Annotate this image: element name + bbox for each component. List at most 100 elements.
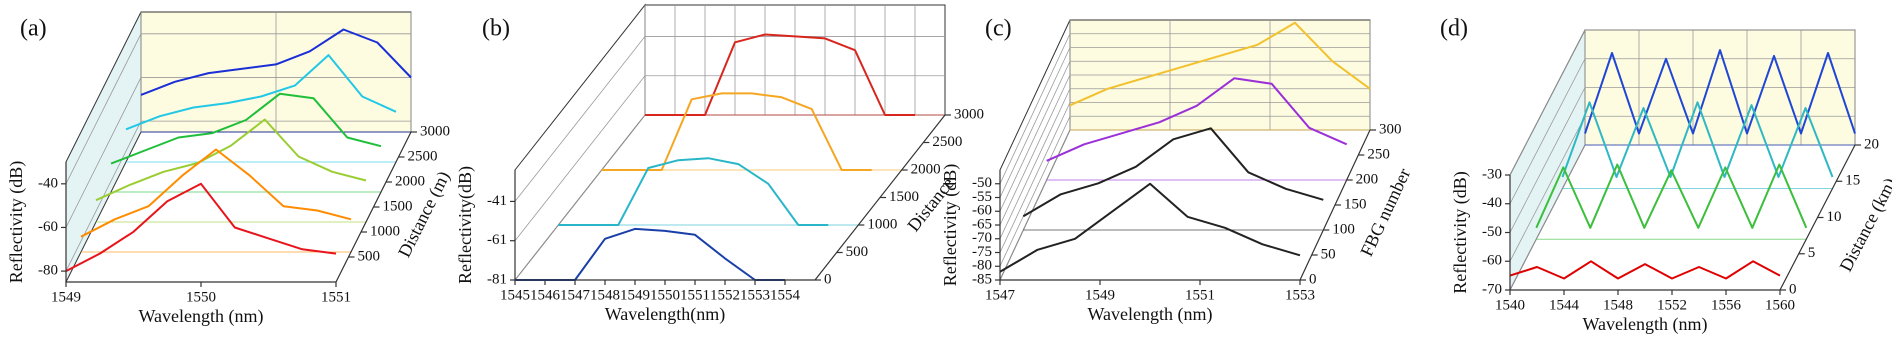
grid-line — [65, 77, 142, 228]
grid-line — [514, 114, 646, 281]
grid-line — [1509, 58, 1586, 204]
spectrum-line — [1022, 127, 1324, 218]
z-tick-label: 250 — [1367, 146, 1390, 162]
z-tick-label: 1500 — [383, 198, 413, 214]
spectrum-line — [110, 92, 382, 165]
y-tick-label: -75 — [972, 244, 992, 260]
z-tick-label: 1000 — [370, 223, 400, 239]
spectrum-line — [1535, 163, 1808, 229]
grid-line — [1509, 29, 1586, 176]
y-tick-label: -60 — [972, 203, 992, 219]
y-tick-label: -50 — [972, 175, 992, 191]
y-tick-label: -65 — [972, 216, 992, 232]
grid-line — [514, 75, 646, 241]
z-tick-label: 200 — [1356, 171, 1379, 187]
z-tick-label: 2500 — [408, 148, 438, 164]
grid-line — [1509, 116, 1586, 262]
z-tick-label: 2000 — [911, 161, 941, 177]
side-wall — [514, 3, 646, 282]
y-tick-label: -61 — [487, 232, 507, 248]
spectrum-line — [558, 157, 829, 226]
panel-letter: (c) — [985, 16, 1012, 42]
grid-line — [1509, 144, 1586, 291]
z-tick-label: 15 — [1845, 173, 1860, 189]
z-tick-label: 1000 — [867, 216, 897, 232]
axis-edge — [999, 129, 1371, 281]
spectrum-line — [95, 118, 367, 202]
spectrum-line — [515, 227, 785, 281]
z-tick-label: 50 — [1321, 246, 1336, 262]
z-tick-label: 300 — [1379, 121, 1402, 137]
spectrum-line — [999, 182, 1301, 273]
y-tick-label: -60 — [38, 219, 58, 235]
y-tick-label: -80 — [972, 258, 992, 274]
grid-line — [999, 74, 1071, 226]
x-tick-label: 1552 — [1657, 297, 1687, 313]
panel-letter: (d) — [1440, 16, 1468, 42]
grid-line — [999, 33, 1071, 184]
z-tick-label: 150 — [1344, 196, 1367, 212]
y-axis-label: Reflectivity (dB) — [940, 164, 961, 286]
x-tick-label: 1547 — [560, 287, 591, 303]
z-tick-label: 1500 — [889, 189, 919, 205]
panel: -80 -60 -40 1549 1550 1551 500 1000 1500 2000 2500… — [6, 11, 455, 327]
x-tick-label: 1549 — [51, 289, 81, 305]
y-axis-label: Reflectivity (dB) — [6, 161, 27, 283]
x-tick-label: 1549 — [620, 287, 650, 303]
x-axis-label: Wavelength (nm) — [138, 306, 263, 327]
x-tick-label: 1553 — [1285, 287, 1315, 303]
y-tick-label: -85 — [972, 271, 992, 287]
axis-edge — [514, 114, 946, 281]
spectrum-line — [140, 28, 412, 96]
spectrum-line — [65, 182, 337, 272]
y-tick-label: -60 — [1482, 253, 1502, 269]
z-tick-label: 20 — [1864, 136, 1879, 152]
z-tick-label: 0 — [824, 271, 832, 287]
z-tick-label: 2000 — [395, 173, 425, 189]
y-tick-label: -70 — [972, 230, 992, 246]
x-tick-label: 1554 — [770, 287, 801, 303]
grid-line — [1509, 87, 1586, 233]
grid-line — [999, 116, 1071, 267]
grid-line — [999, 88, 1071, 239]
z-tick-label: 5 — [1808, 245, 1816, 261]
grid-line — [514, 36, 646, 202]
y-axis-label: Reflectivity (dB) — [1450, 171, 1471, 293]
spectrum-line — [1561, 101, 1834, 178]
x-tick-label: 1550 — [650, 287, 680, 303]
z-tick-label: 10 — [1827, 209, 1842, 225]
y-tick-label: -41 — [487, 193, 507, 209]
z-tick-label: 500 — [846, 244, 869, 260]
x-tick-label: 1548 — [1603, 297, 1633, 313]
z-tick-label: 0 — [1309, 271, 1317, 287]
z-tick-label: 3000 — [954, 106, 984, 122]
x-tick-label: 1551 — [680, 287, 710, 303]
z-axis-label: Distance (km) — [1835, 175, 1892, 276]
x-tick-label: 1540 — [1495, 297, 1525, 313]
x-tick-label: 1545 — [500, 287, 530, 303]
spectrum-line — [1069, 21, 1371, 107]
x-tick-label: 1560 — [1765, 297, 1795, 313]
spectrum-line — [1584, 49, 1856, 135]
side-wall — [65, 11, 142, 283]
y-tick-label: -40 — [1482, 195, 1502, 211]
z-tick-label: 500 — [358, 248, 381, 264]
x-axis-label: Wavelength (nm) — [1087, 304, 1212, 325]
x-tick-label: 1549 — [1085, 287, 1115, 303]
spectrum-line — [125, 54, 397, 131]
x-tick-label: 1553 — [740, 287, 770, 303]
y-tick-label: -30 — [1482, 166, 1502, 182]
x-tick-label: 1548 — [590, 287, 620, 303]
x-tick-label: 1550 — [186, 289, 216, 305]
grid-line — [999, 102, 1071, 253]
y-axis-label: Reflectivity(dB) — [455, 166, 476, 284]
spectrum-line — [645, 33, 915, 116]
x-tick-label: 1552 — [710, 287, 740, 303]
x-tick-label: 1544 — [1549, 297, 1580, 313]
z-tick-label: 0 — [1789, 281, 1797, 297]
x-axis-label: Wavelength (nm) — [1582, 314, 1707, 335]
spectrum-line — [1509, 260, 1781, 280]
y-tick-label: -81 — [487, 271, 507, 287]
x-tick-label: 1547 — [985, 287, 1016, 303]
